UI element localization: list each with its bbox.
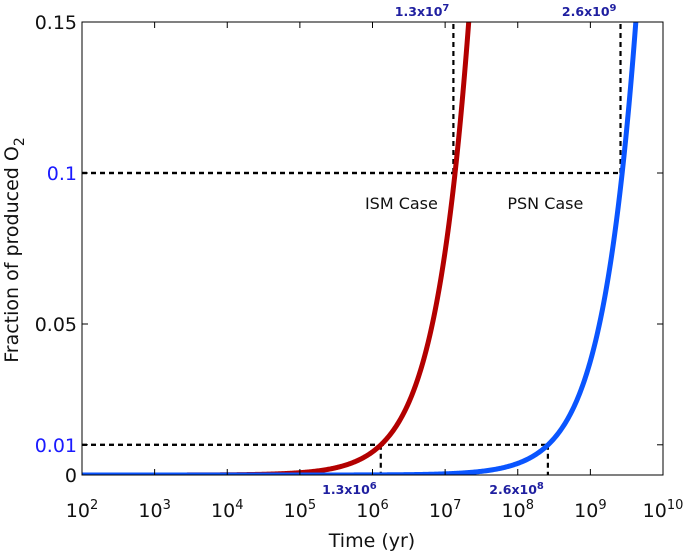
y-tick-label: 0.1 <box>47 163 77 185</box>
value-annotation: 1.3x106 <box>322 481 377 497</box>
annotation-exponent: 7 <box>442 3 449 14</box>
y-axis-title-subscript: 2 <box>12 137 28 146</box>
x-tick-exponent: 2 <box>90 498 98 513</box>
y-tick-label: 0 <box>65 465 77 487</box>
annotation-base: x10 <box>511 482 537 497</box>
x-tick-exponent: 4 <box>235 498 243 513</box>
annotation-base: x10 <box>417 4 443 19</box>
y-axis-title-main: Fraction of produced O <box>1 146 23 363</box>
x-tick-exponent: 5 <box>308 498 316 513</box>
value-annotation: 1.3x107 <box>395 3 450 19</box>
x-tick-base: 10 <box>211 500 235 522</box>
case-label: ISM Case <box>365 194 438 213</box>
y-tick-label: 0.01 <box>35 435 77 457</box>
annotation-mantissa: 2.6 <box>489 482 511 497</box>
value-annotation: 2.6x109 <box>562 3 617 19</box>
x-tick-exponent: 3 <box>163 498 171 513</box>
x-tick-label: 107 <box>429 498 461 522</box>
y-tick-label: 0.05 <box>35 314 77 336</box>
series-layer <box>82 22 639 475</box>
series-line-psn <box>82 22 639 475</box>
x-tick-base: 10 <box>429 500 453 522</box>
x-tick-base: 10 <box>66 500 90 522</box>
annotation-mantissa: 1.3 <box>395 4 417 19</box>
reference-lines <box>82 22 622 475</box>
y-tick-label: 0.15 <box>35 12 77 34</box>
annotation-exponent: 9 <box>610 3 617 14</box>
x-tick-label: 109 <box>574 498 606 522</box>
x-tick-label: 102 <box>66 498 98 522</box>
x-tick-exponent: 6 <box>380 498 388 513</box>
x-tick-exponent: 9 <box>598 498 606 513</box>
x-tick-label: 105 <box>284 498 316 522</box>
x-tick-base: 10 <box>643 500 667 522</box>
x-tick-label: 1010 <box>643 498 684 522</box>
x-tick-base: 10 <box>574 500 598 522</box>
x-tick-label: 106 <box>356 498 388 522</box>
case-label: PSN Case <box>507 194 583 213</box>
x-tick-exponent: 8 <box>526 498 534 513</box>
annotation-exponent: 8 <box>537 481 544 492</box>
x-tick-exponent: 7 <box>453 498 461 513</box>
x-axis-title: Time (yr) <box>328 530 415 552</box>
annotation-base: x10 <box>584 4 610 19</box>
y-axis-title: Fraction of produced O2 <box>1 137 28 363</box>
x-tick-exponent: 10 <box>667 498 684 513</box>
x-tick-label: 104 <box>211 498 243 522</box>
x-tick-label: 103 <box>138 498 170 522</box>
x-tick-base: 10 <box>502 500 526 522</box>
x-tick-label: 108 <box>502 498 534 522</box>
annotation-mantissa: 2.6 <box>562 4 584 19</box>
x-tick-base: 10 <box>138 500 162 522</box>
annotation-base: x10 <box>344 482 370 497</box>
axis-ticks: 102 103 104 105 106 107 108 109 101000.010.050.1… <box>35 12 684 522</box>
x-tick-base: 10 <box>356 500 380 522</box>
annotation-exponent: 6 <box>370 481 377 492</box>
x-tick-base: 10 <box>284 500 308 522</box>
annotation-mantissa: 1.3 <box>322 482 344 497</box>
value-annotation: 2.6x108 <box>489 481 544 497</box>
